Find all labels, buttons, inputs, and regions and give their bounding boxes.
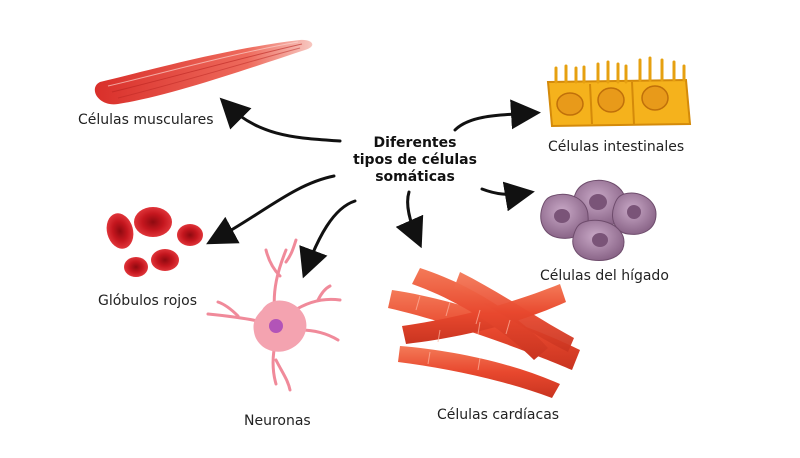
title-line-3: somáticas — [375, 169, 455, 185]
arrow-to-neuron — [299, 199, 357, 279]
label-neurons: Neuronas — [244, 413, 311, 429]
title-line-2: tipos de células — [353, 152, 477, 168]
arrow-to-muscle — [219, 97, 342, 143]
liver-cells-illustration — [540, 179, 657, 261]
neuron-illustration — [206, 238, 342, 392]
arrow-to-cardiac — [395, 190, 424, 249]
red-blood-cells-illustration — [106, 207, 203, 277]
arrow-to-liver — [480, 181, 535, 212]
label-cardiac-cells: Células cardíacas — [437, 407, 560, 423]
title-line-1: Diferentes — [373, 135, 457, 151]
label-muscle-cells: Células musculares — [78, 112, 214, 128]
arrow-to-red-blood — [206, 174, 336, 245]
arrow-to-intestinal — [453, 99, 541, 132]
cardiac-cells-illustration — [388, 268, 580, 398]
label-intestinal-cells: Células intestinales — [548, 139, 685, 155]
diagram-title: Diferentes tipos de células somáticas — [330, 135, 500, 186]
muscle-cell-illustration — [94, 39, 313, 105]
label-red-blood-cells: Glóbulos rojos — [98, 293, 198, 309]
intestinal-cells-illustration — [546, 56, 692, 128]
label-liver-cells: Células del hígado — [540, 268, 669, 284]
arrows — [206, 97, 541, 279]
